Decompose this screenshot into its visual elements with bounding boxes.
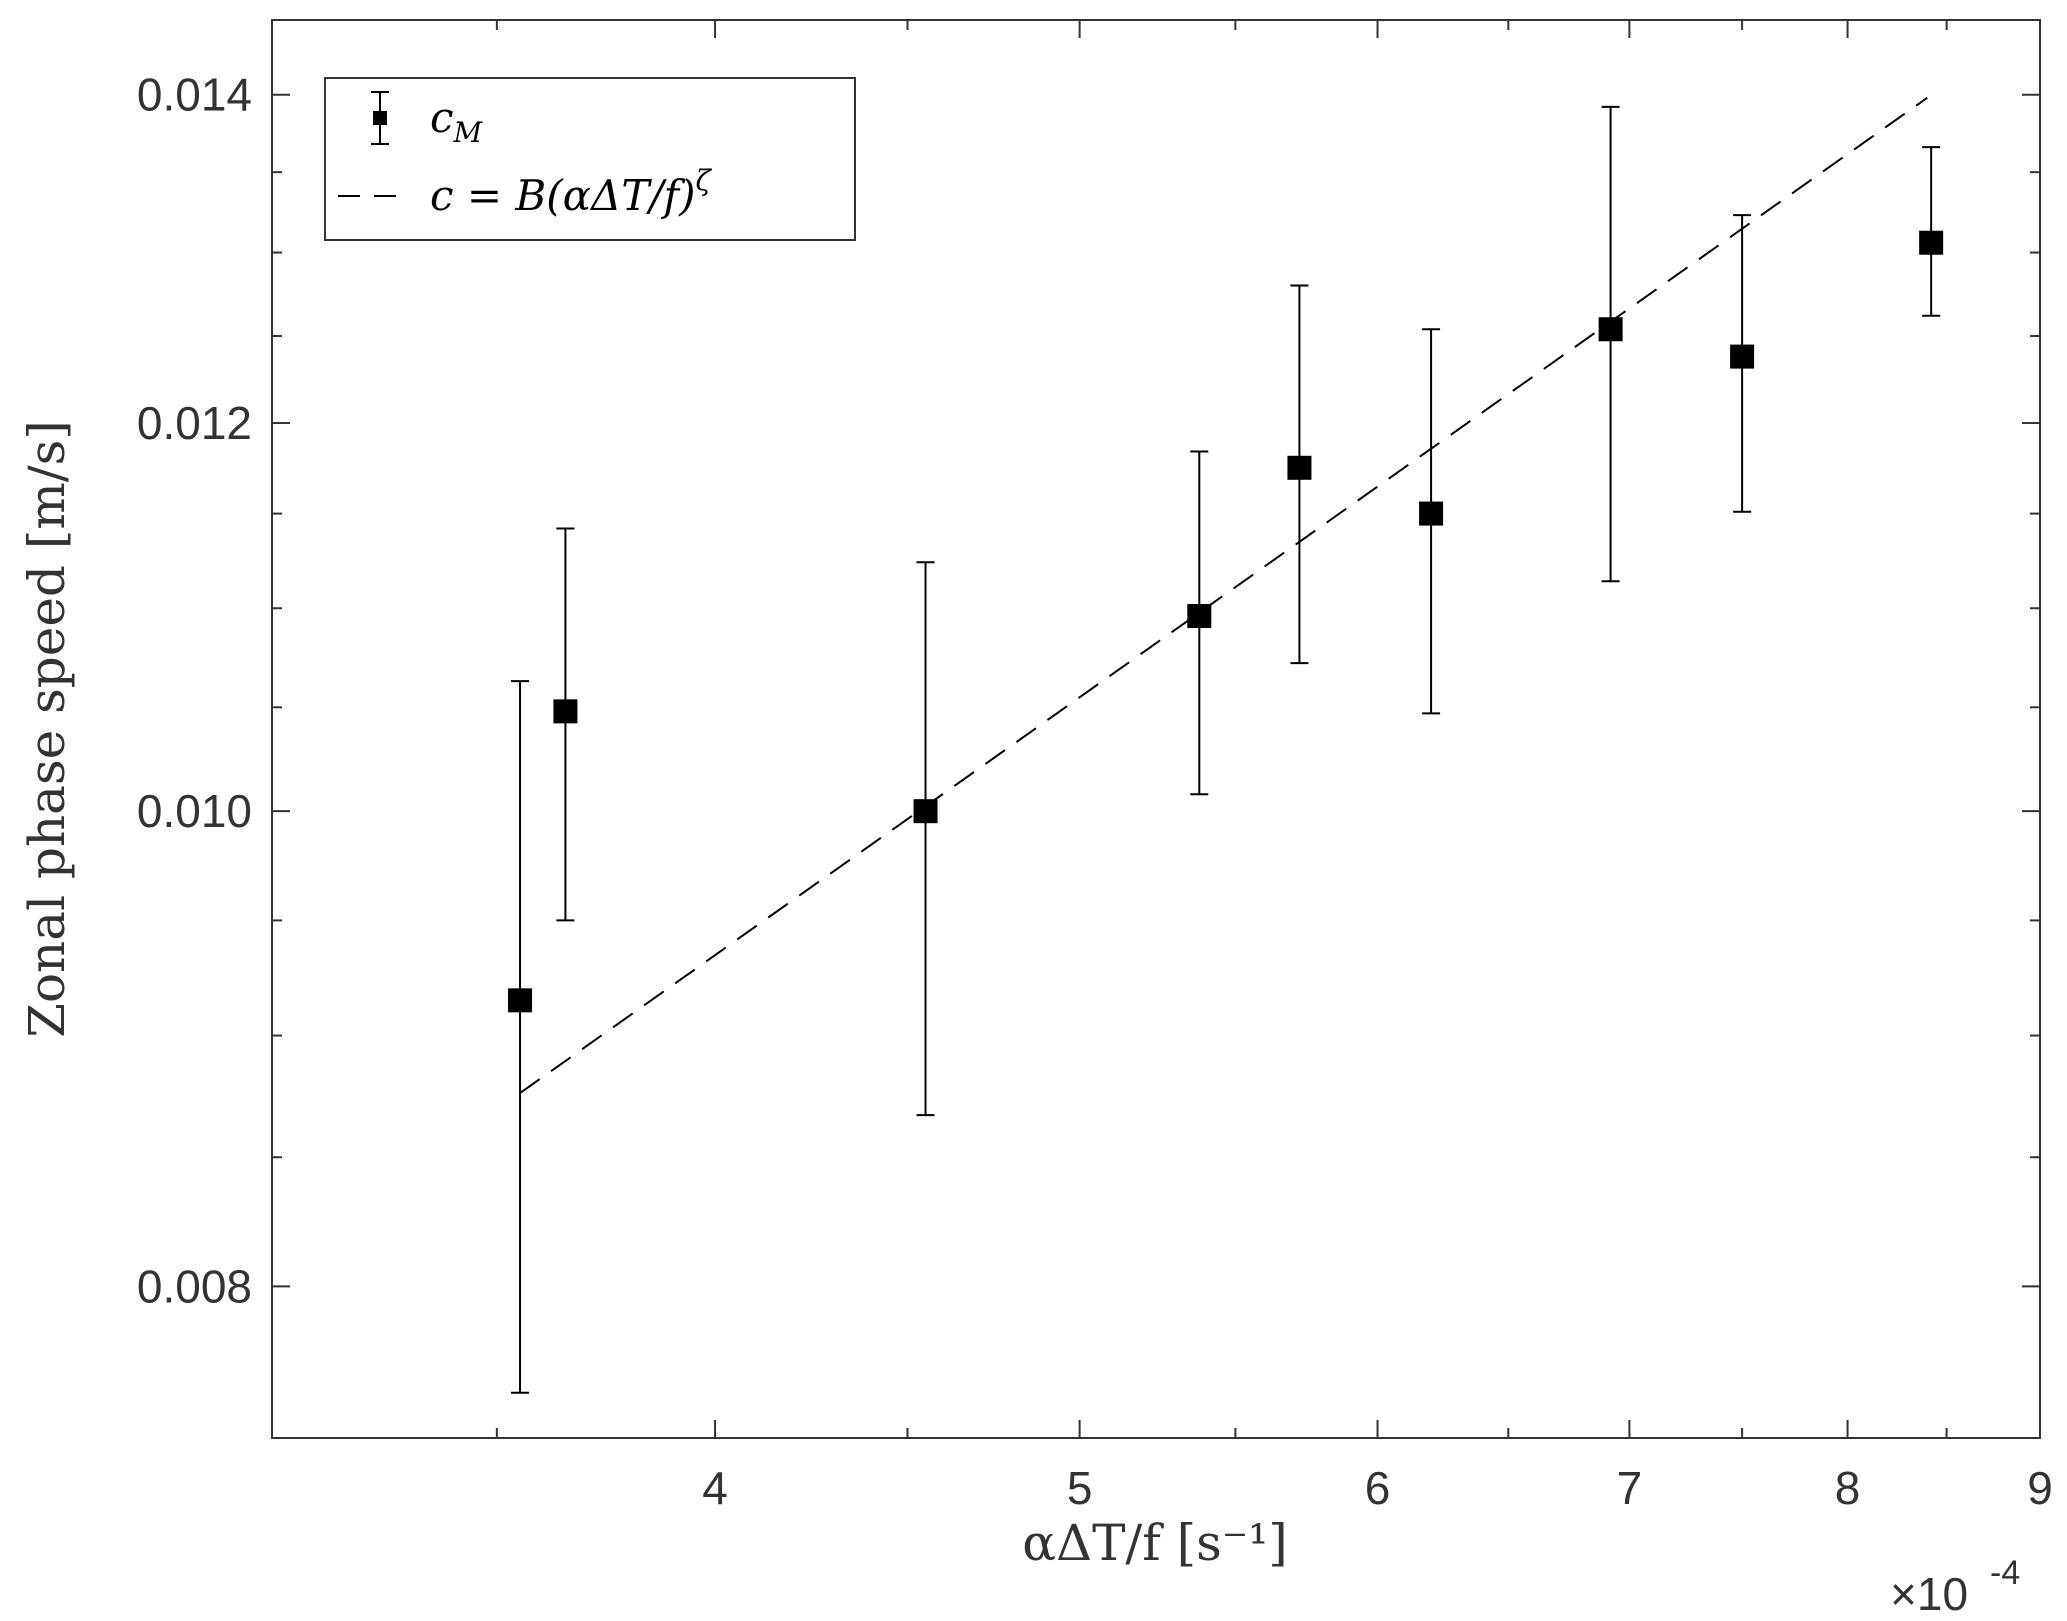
legend-marker-errorbar	[371, 91, 389, 145]
x-exponent-label: ×10	[1890, 1568, 1968, 1620]
y-tick-label: 0.012	[137, 397, 252, 449]
y-tick-label: 0.010	[137, 785, 252, 837]
fit-line	[519, 96, 1928, 1094]
axis-tick-labels: 4 5 6 7 8 9 0.008 0.010 0.012 0.014	[137, 69, 2053, 1514]
y-tick-label: 0.008	[137, 1260, 252, 1312]
legend-label-fit: c = B(αΔT/f)ζ	[430, 164, 712, 220]
plot-frame	[271, 19, 2041, 1439]
axis-ticks	[272, 20, 2041, 1438]
data-point	[1419, 501, 1444, 526]
error-bars	[511, 105, 1941, 1394]
y-tick-label: 0.014	[137, 69, 252, 121]
legend-label-cm: cM	[430, 93, 484, 149]
x-exponent-power: -4	[1990, 1554, 2020, 1592]
data-point	[913, 799, 938, 824]
y-axis-label: Zonal phase speed [m/s]	[18, 420, 76, 1038]
x-tick-label: 5	[1067, 1462, 1093, 1514]
data-point	[1598, 317, 1623, 342]
legend: cM c = B(αΔT/f)ζ	[324, 77, 856, 241]
legend-box	[324, 77, 856, 241]
data-point	[1730, 344, 1755, 369]
data-point	[508, 988, 533, 1013]
x-tick-label: 4	[702, 1462, 728, 1514]
x-tick-label: 8	[1835, 1462, 1861, 1514]
data-markers	[508, 230, 1944, 1013]
x-tick-label: 9	[2027, 1462, 2053, 1514]
data-point	[553, 699, 578, 724]
data-point	[1919, 230, 1944, 255]
data-point	[1187, 603, 1212, 628]
fit-line-path	[519, 96, 1928, 1094]
x-axis-label: αΔT/f [s⁻¹]	[1022, 1514, 1288, 1572]
x-tick-label: 7	[1617, 1462, 1643, 1514]
x-tick-label: 6	[1365, 1462, 1391, 1514]
data-point	[1287, 455, 1312, 480]
